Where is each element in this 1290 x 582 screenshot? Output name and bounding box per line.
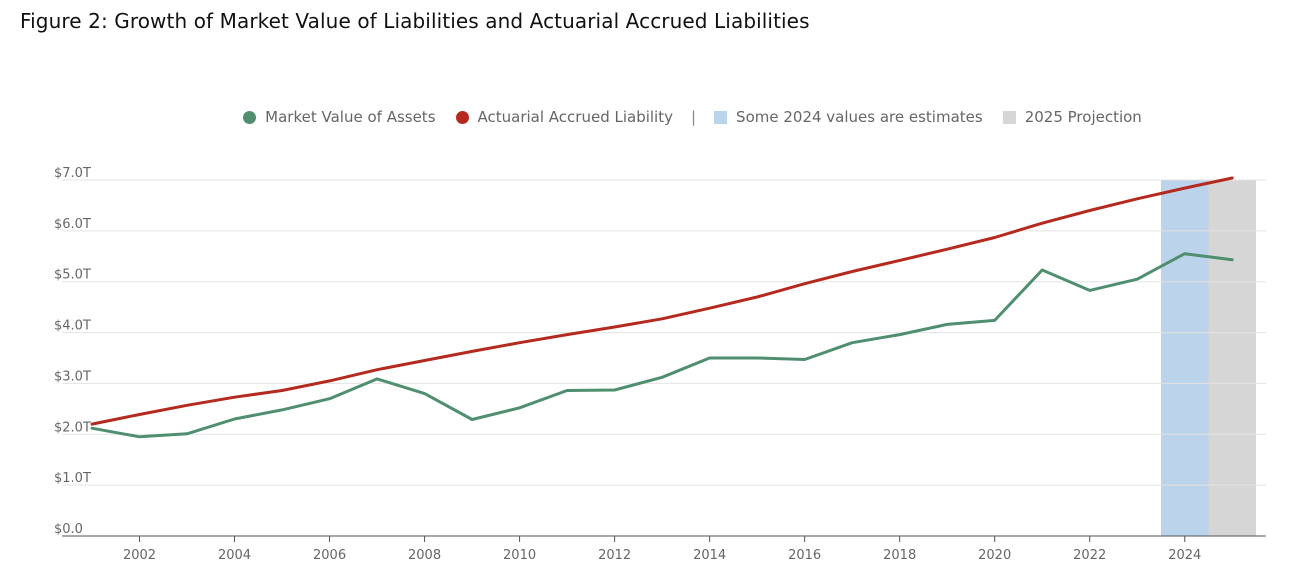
data-point-1-18 <box>944 246 950 252</box>
data-point-1-21 <box>1087 208 1093 214</box>
data-point-1-1 <box>137 411 143 417</box>
data-point-1-7 <box>422 358 428 364</box>
data-point-1-10 <box>564 332 570 338</box>
legend-label-assets: Market Value of Assets <box>265 108 436 126</box>
y-tick-label-4: $4.0T <box>54 319 91 334</box>
data-point-1-9 <box>517 340 523 346</box>
data-point-0-2 <box>184 431 190 437</box>
data-point-1-15 <box>802 281 808 287</box>
data-point-1-0 <box>89 421 95 427</box>
data-point-0-15 <box>802 357 808 363</box>
legend-item-liability[interactable]: Actuarial Accrued Liability <box>455 108 673 126</box>
data-point-1-5 <box>327 378 333 384</box>
data-point-1-23 <box>1182 185 1188 191</box>
data-point-0-5 <box>327 396 333 402</box>
x-tick-label-10: 2022 <box>1073 548 1106 563</box>
data-point-1-24 <box>1229 175 1235 181</box>
y-tick-label-6: $6.0T <box>54 217 91 232</box>
series-line-1 <box>90 176 1234 426</box>
legend-item-estimates[interactable]: Some 2024 values are estimates <box>714 108 983 126</box>
y-tick-label-3: $3.0T <box>54 369 91 384</box>
data-point-0-1 <box>137 434 143 440</box>
legend-label-liability: Actuarial Accrued Liability <box>477 108 673 126</box>
data-point-1-8 <box>469 348 475 354</box>
x-tick-label-3: 2008 <box>408 548 441 563</box>
data-point-1-12 <box>659 316 665 322</box>
data-point-0-19 <box>992 317 998 323</box>
legend-label-projection: 2025 Projection <box>1024 108 1142 126</box>
data-point-0-14 <box>754 355 760 361</box>
legend-separator: | <box>690 108 697 126</box>
data-point-0-3 <box>232 416 238 422</box>
data-point-1-11 <box>612 324 618 330</box>
data-point-0-11 <box>612 387 618 393</box>
x-tick-label-2: 2006 <box>313 548 346 563</box>
chart-title: Figure 2: Growth of Market Value of Liab… <box>20 9 810 33</box>
data-point-0-7 <box>422 391 428 397</box>
data-point-1-4 <box>279 388 285 394</box>
x-tick-label-11: 2024 <box>1168 548 1201 563</box>
data-point-1-3 <box>232 394 238 400</box>
data-point-0-17 <box>897 332 903 338</box>
x-tick-label-1: 2004 <box>218 548 251 563</box>
x-tick-label-6: 2014 <box>693 548 726 563</box>
x-tick-label-5: 2012 <box>598 548 631 563</box>
data-point-0-10 <box>564 388 570 394</box>
data-point-0-24 <box>1229 257 1235 263</box>
data-point-1-19 <box>992 234 998 240</box>
y-tick-label-2: $2.0T <box>54 420 91 435</box>
legend-swatch-liability <box>455 110 469 124</box>
data-point-1-20 <box>1039 220 1045 226</box>
y-tick-label-1: $1.0T <box>54 471 91 486</box>
legend-swatch-assets <box>243 110 257 124</box>
data-point-0-9 <box>517 405 523 411</box>
data-point-1-22 <box>1134 196 1140 202</box>
data-point-0-21 <box>1087 287 1093 293</box>
data-point-0-12 <box>659 374 665 380</box>
shaded-region-0 <box>1160 180 1209 536</box>
data-point-1-6 <box>374 367 380 373</box>
x-tick-label-7: 2016 <box>788 548 821 563</box>
legend-label-estimates: Some 2024 values are estimates <box>736 108 983 126</box>
legend-item-assets[interactable]: Market Value of Assets <box>243 108 436 126</box>
data-point-0-18 <box>944 321 950 327</box>
x-tick-label-9: 2020 <box>978 548 1011 563</box>
data-point-0-23 <box>1182 251 1188 257</box>
data-point-1-2 <box>184 402 190 408</box>
y-tick-label-5: $5.0T <box>54 268 91 283</box>
data-point-0-16 <box>849 340 855 346</box>
data-point-1-13 <box>707 305 713 311</box>
data-point-0-8 <box>469 417 475 423</box>
y-tick-label-0: $0.0 <box>54 522 83 537</box>
data-point-0-13 <box>707 355 713 361</box>
legend-item-projection[interactable]: 2025 Projection <box>1002 108 1142 126</box>
y-tick-label-7: $7.0T <box>54 166 91 181</box>
data-point-1-17 <box>897 257 903 263</box>
data-point-0-6 <box>374 376 380 382</box>
data-point-0-20 <box>1039 267 1045 273</box>
data-point-1-14 <box>754 294 760 300</box>
data-point-0-22 <box>1134 276 1140 282</box>
x-tick-label-8: 2018 <box>883 548 916 563</box>
legend-swatch-projection <box>1002 110 1016 124</box>
legend: Market Value of Assets Actuarial Accrued… <box>0 106 1290 128</box>
data-point-1-16 <box>849 269 855 275</box>
series-line-0 <box>90 252 1234 439</box>
x-tick-label-4: 2010 <box>503 548 536 563</box>
legend-swatch-estimates <box>714 110 728 124</box>
shaded-region-1 <box>1208 180 1256 536</box>
data-point-0-4 <box>279 407 285 413</box>
x-tick-label-0: 2002 <box>123 548 156 563</box>
